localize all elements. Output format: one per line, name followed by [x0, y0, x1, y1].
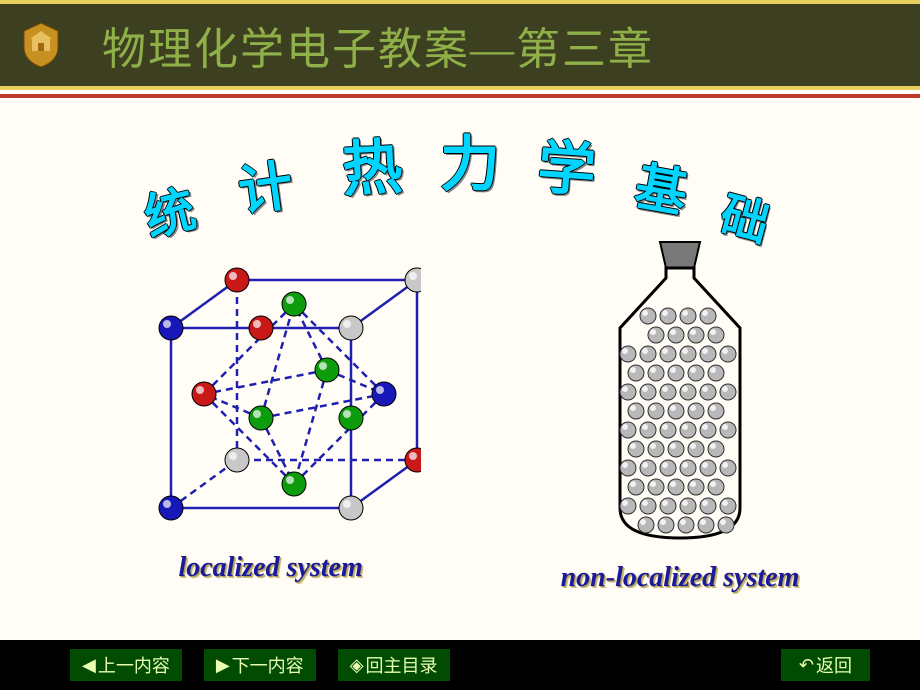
wordart-char: 学	[535, 120, 599, 208]
undo-icon: ↶	[799, 655, 814, 676]
triangle-right-icon: ▶	[216, 655, 230, 676]
back-button[interactable]: ↶返回	[781, 649, 870, 681]
wordart-char: 基	[630, 144, 694, 227]
nonlocalized-system-figure: non-localized system	[561, 238, 800, 594]
wordart-char: 力	[440, 116, 500, 203]
title-text-1: 物理化学电子教案—	[102, 25, 516, 74]
diamond-icon: ◈	[350, 655, 364, 676]
nav-footer: ◀上一内容 ▶下一内容 ◈回主目录 ↶返回	[0, 640, 920, 690]
wordart-char: 计	[233, 141, 297, 227]
back-label: 返回	[816, 652, 852, 678]
chapter-wordart-title: 统计热力学基础	[110, 118, 810, 228]
wordart-char: 热	[340, 118, 404, 208]
triangle-left-icon: ◀	[82, 655, 96, 676]
page-title: 物理化学电子教案—第三章	[102, 13, 654, 77]
gas-bottle-diagram	[580, 238, 780, 548]
title-text-2: 第三章	[516, 25, 654, 74]
slide-content: 统计热力学基础 localized system non-localized s…	[0, 98, 920, 638]
slide-header: 物理化学电子教案—第三章	[0, 0, 920, 90]
home-label: 回主目录	[366, 652, 438, 678]
next-label: 下一内容	[232, 652, 304, 678]
diagram-row: localized system non-localized system	[121, 238, 800, 594]
home-button[interactable]: ◈回主目录	[338, 649, 450, 681]
localized-system-figure: localized system	[121, 238, 421, 594]
university-logo	[20, 21, 62, 69]
crystal-lattice-diagram	[121, 238, 421, 538]
prev-label: 上一内容	[98, 652, 170, 678]
prev-button[interactable]: ◀上一内容	[70, 649, 182, 681]
nonlocalized-caption: non-localized system	[561, 562, 800, 594]
next-button[interactable]: ▶下一内容	[204, 649, 316, 681]
localized-caption: localized system	[178, 552, 362, 584]
